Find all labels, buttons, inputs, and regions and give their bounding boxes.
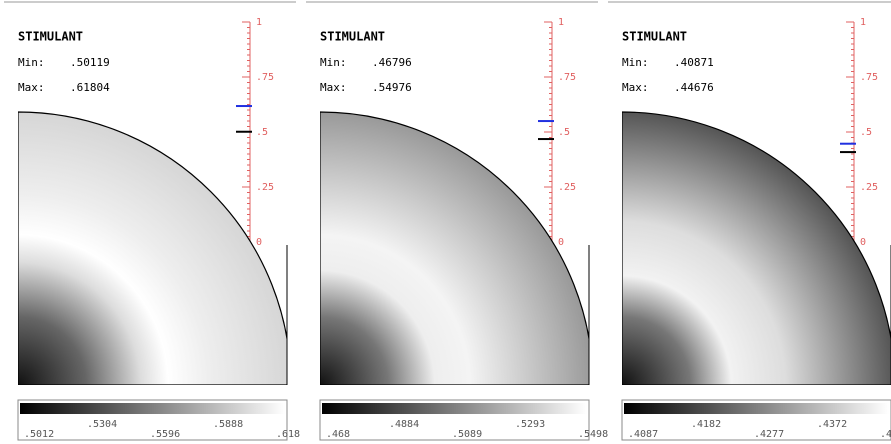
colorbar-label: .4277 xyxy=(754,429,784,440)
colorbar-label: .4087 xyxy=(628,429,658,440)
title: STIMULANT xyxy=(18,30,83,44)
scale-tick-label: .25 xyxy=(256,182,274,193)
scale-tick-label: .5 xyxy=(860,127,872,138)
title: STIMULANT xyxy=(320,30,385,44)
colorbar xyxy=(624,403,889,414)
colorbar-label: .618 xyxy=(276,429,300,440)
scale-tick-label: 0 xyxy=(256,237,262,248)
colorbar xyxy=(322,403,587,414)
max-label: Max: xyxy=(622,81,649,94)
colorbar-label: .4468 xyxy=(880,429,891,440)
scale-tick-label: .75 xyxy=(860,72,878,83)
colorbar-label: .5089 xyxy=(452,429,482,440)
colorbar xyxy=(20,403,285,414)
panel: STIMULANT Min: .40871 Max: .44676 1 .75 .5 .25 0.… xyxy=(608,1,891,441)
scale-tick-label: .75 xyxy=(256,72,274,83)
max-label: Max: xyxy=(18,81,45,94)
colorbar-label: .4182 xyxy=(691,419,721,430)
field-inner xyxy=(622,111,891,385)
title: STIMULANT xyxy=(622,30,687,44)
colorbar-label: .5012 xyxy=(24,429,54,440)
colorbar-label: .5293 xyxy=(515,419,545,430)
min-value: .40871 xyxy=(674,56,714,69)
scale-tick-label: 0 xyxy=(860,237,866,248)
colorbar-label: .4372 xyxy=(817,419,847,430)
max-value: .61804 xyxy=(70,81,110,94)
field xyxy=(320,111,589,385)
scale-tick-label: 0 xyxy=(558,237,564,248)
colorbar-label: .5888 xyxy=(213,419,243,430)
field-disk xyxy=(622,111,891,385)
panel: STIMULANT Min: .50119 Max: .61804 1 .75 .5 .25 0.… xyxy=(4,1,300,441)
min-value: .46796 xyxy=(372,56,412,69)
field xyxy=(622,111,891,385)
scale-tick-label: .25 xyxy=(558,182,576,193)
field-disk xyxy=(18,111,287,385)
scale-tick-label: .75 xyxy=(558,72,576,83)
scale-tick-label: 1 xyxy=(256,17,262,28)
colorbar-label: .5304 xyxy=(87,419,117,430)
scale-tick-label: 1 xyxy=(558,17,564,28)
min-label: Min: xyxy=(622,56,649,69)
scale-tick-label: 1 xyxy=(860,17,866,28)
colorbar-label: .5596 xyxy=(150,429,180,440)
field-disk xyxy=(320,111,589,385)
min-value: .50119 xyxy=(70,56,110,69)
colorbar-label: .5498 xyxy=(578,429,608,440)
min-label: Min: xyxy=(320,56,347,69)
max-value: .54976 xyxy=(372,81,412,94)
colorbar-label: .4884 xyxy=(389,419,419,430)
scale-tick-label: .5 xyxy=(558,127,570,138)
field xyxy=(18,111,287,385)
field-inner xyxy=(18,111,287,385)
max-value: .44676 xyxy=(674,81,714,94)
min-label: Min: xyxy=(18,56,45,69)
panel: STIMULANT Min: .46796 Max: .54976 1 .75 .5 .25 0.… xyxy=(306,1,608,441)
scale-tick-label: .25 xyxy=(860,182,878,193)
scale-tick-label: .5 xyxy=(256,127,268,138)
max-label: Max: xyxy=(320,81,347,94)
colorbar-label: .468 xyxy=(326,429,350,440)
field-inner xyxy=(320,111,589,385)
